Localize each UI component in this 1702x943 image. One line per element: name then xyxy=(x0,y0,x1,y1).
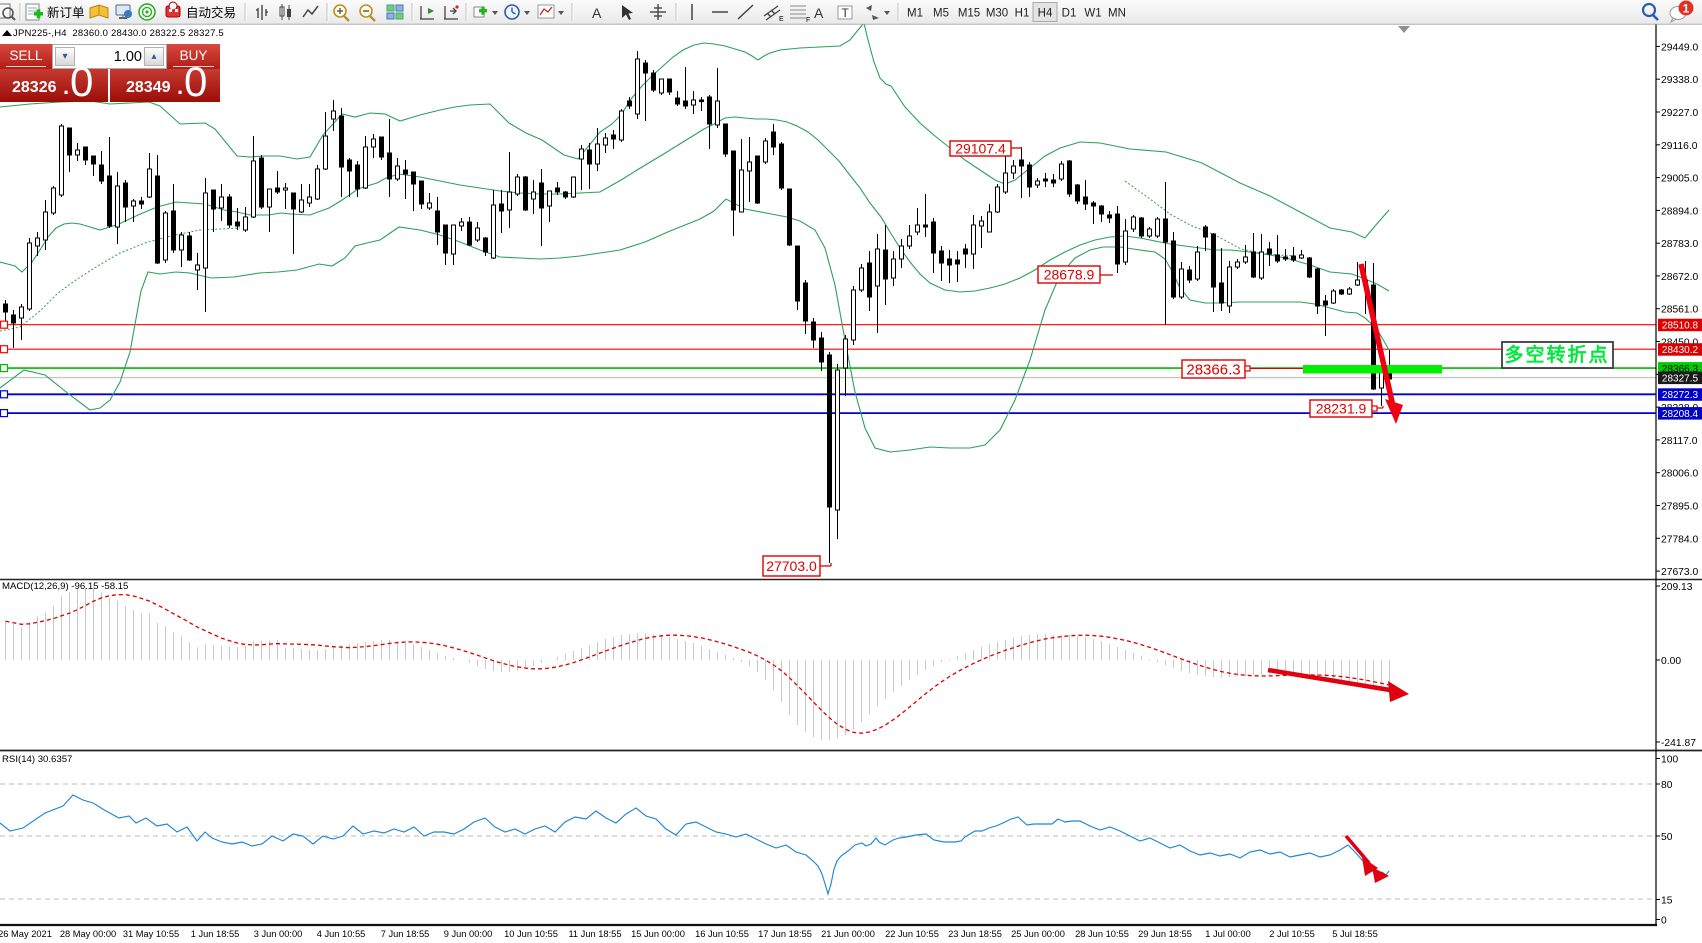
svg-text:27703.0: 27703.0 xyxy=(766,558,817,574)
svg-text:100: 100 xyxy=(1661,755,1678,766)
svg-text:28894.0: 28894.0 xyxy=(1661,206,1698,217)
svg-text:M15: M15 xyxy=(958,8,980,20)
svg-text:28327.5: 28327.5 xyxy=(1662,373,1699,384)
svg-text:0: 0 xyxy=(1661,916,1667,927)
svg-text:5 Jul 18:55: 5 Jul 18:55 xyxy=(1332,929,1378,939)
svg-text:7 Jun 18:55: 7 Jun 18:55 xyxy=(381,929,430,939)
svg-text:28 Jun 10:55: 28 Jun 10:55 xyxy=(1075,929,1129,939)
svg-text:29227.0: 29227.0 xyxy=(1661,108,1698,119)
svg-text:29 Jun 18:55: 29 Jun 18:55 xyxy=(1138,929,1192,939)
svg-text:80: 80 xyxy=(1661,780,1673,791)
svg-text:10 Jun 10:55: 10 Jun 10:55 xyxy=(504,929,558,939)
svg-text:1 Jul 00:00: 1 Jul 00:00 xyxy=(1205,929,1251,939)
svg-text:11 Jun 18:55: 11 Jun 18:55 xyxy=(568,929,621,939)
svg-text:28 May 00:00: 28 May 00:00 xyxy=(60,929,116,939)
svg-text:21 Jun 00:00: 21 Jun 00:00 xyxy=(821,929,875,939)
svg-text:0.00: 0.00 xyxy=(1661,656,1681,667)
svg-text:28672.0: 28672.0 xyxy=(1661,272,1698,283)
svg-text:M30: M30 xyxy=(986,8,1008,20)
svg-text:M5: M5 xyxy=(933,8,949,20)
svg-text:50: 50 xyxy=(1661,832,1673,843)
svg-text:28208.4: 28208.4 xyxy=(1662,409,1699,420)
svg-text:28678.9: 28678.9 xyxy=(1044,267,1095,283)
svg-text:28366.3: 28366.3 xyxy=(1186,361,1240,378)
svg-text:15 Jun 00:00: 15 Jun 00:00 xyxy=(631,929,685,939)
svg-text:1: 1 xyxy=(1683,2,1690,16)
svg-text:M1: M1 xyxy=(907,8,923,20)
svg-text:23 Jun 18:55: 23 Jun 18:55 xyxy=(948,929,1002,939)
svg-text:28366.3: 28366.3 xyxy=(1662,364,1699,375)
svg-text:17 Jun 18:55: 17 Jun 18:55 xyxy=(758,929,812,939)
svg-text:28117.0: 28117.0 xyxy=(1661,436,1698,447)
svg-text:3 Jun 00:00: 3 Jun 00:00 xyxy=(254,929,303,939)
svg-text:W1: W1 xyxy=(1084,8,1101,20)
svg-text:A: A xyxy=(592,5,602,21)
svg-text:16 Jun 10:55: 16 Jun 10:55 xyxy=(695,929,749,939)
svg-text:22 Jun 10:55: 22 Jun 10:55 xyxy=(885,929,939,939)
svg-text:29338.0: 29338.0 xyxy=(1661,75,1698,86)
svg-text:209.13: 209.13 xyxy=(1661,582,1693,593)
svg-text:27784.0: 27784.0 xyxy=(1661,534,1698,545)
svg-text:-241.87: -241.87 xyxy=(1661,738,1696,749)
svg-text:29005.0: 29005.0 xyxy=(1661,174,1698,185)
svg-text:新订单: 新订单 xyxy=(47,5,85,20)
svg-text:27895.0: 27895.0 xyxy=(1661,502,1698,513)
svg-text:A: A xyxy=(814,5,824,21)
svg-text:T: T xyxy=(842,6,850,20)
svg-text:E: E xyxy=(779,16,784,23)
svg-text:多空转折点: 多空转折点 xyxy=(1504,343,1609,366)
svg-text:MACD(12,26,9) -96.15 -58.15: MACD(12,26,9) -96.15 -58.15 xyxy=(2,581,128,592)
svg-text:RSI(14) 30.6357: RSI(14) 30.6357 xyxy=(2,754,72,765)
svg-text:1 Jun 18:55: 1 Jun 18:55 xyxy=(191,929,240,939)
svg-text:28783.0: 28783.0 xyxy=(1661,239,1698,250)
svg-text:9 Jun 00:00: 9 Jun 00:00 xyxy=(444,929,493,939)
svg-text:28561.0: 28561.0 xyxy=(1661,305,1698,316)
svg-text:31 May 10:55: 31 May 10:55 xyxy=(123,929,179,939)
svg-text:28231.9: 28231.9 xyxy=(1316,401,1367,417)
svg-text:29116.0: 29116.0 xyxy=(1661,141,1698,152)
svg-text:27673.0: 27673.0 xyxy=(1661,567,1698,578)
svg-text:25 Jun 00:00: 25 Jun 00:00 xyxy=(1011,929,1065,939)
svg-text:H4: H4 xyxy=(1038,8,1053,20)
svg-text:4 Jun 10:55: 4 Jun 10:55 xyxy=(317,929,366,939)
svg-text:2 Jul 10:55: 2 Jul 10:55 xyxy=(1269,929,1315,939)
svg-text:26 May 2021: 26 May 2021 xyxy=(0,929,52,939)
svg-text:28450.0: 28450.0 xyxy=(1661,338,1698,349)
svg-text:F: F xyxy=(806,17,810,24)
svg-text:H1: H1 xyxy=(1015,8,1030,20)
svg-text:28006.0: 28006.0 xyxy=(1661,469,1698,480)
svg-text:29107.4: 29107.4 xyxy=(955,141,1006,157)
svg-text:28430.2: 28430.2 xyxy=(1662,345,1699,356)
svg-text:自动交易: 自动交易 xyxy=(186,5,236,20)
svg-text:MN: MN xyxy=(1108,8,1126,20)
svg-text:29449.0: 29449.0 xyxy=(1661,42,1698,53)
svg-text:D1: D1 xyxy=(1062,8,1077,20)
svg-text:15: 15 xyxy=(1661,896,1673,907)
svg-text:28272.3: 28272.3 xyxy=(1662,390,1699,401)
svg-text:28510.8: 28510.8 xyxy=(1662,321,1699,332)
